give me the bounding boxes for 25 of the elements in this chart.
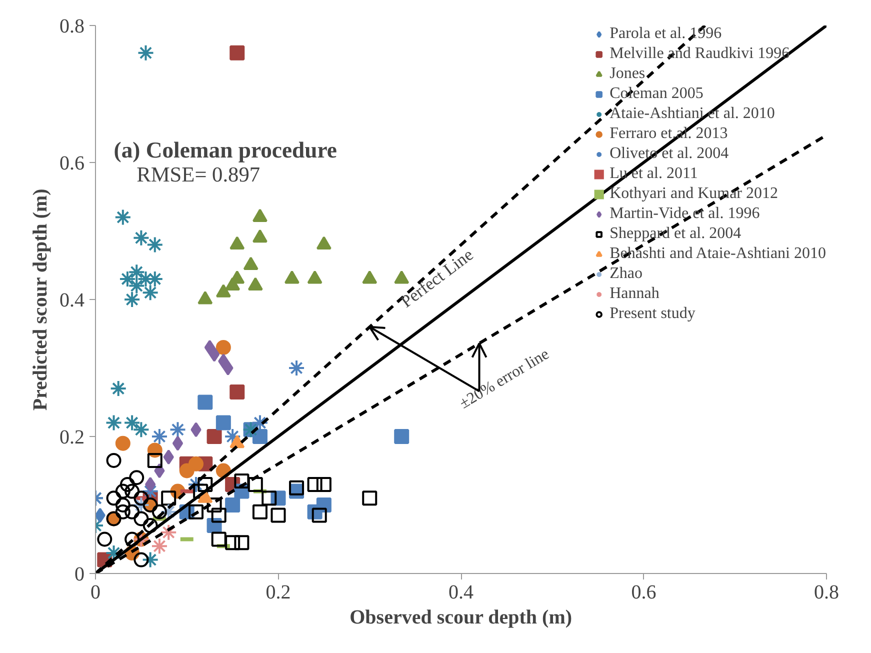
legend-label: Hannah (610, 285, 660, 303)
legend-label: Jones (610, 65, 646, 83)
annotation: RMSE= 0.897 (136, 162, 260, 186)
x-tick-label: 0.8 (814, 582, 839, 604)
legend-label: Coleman 2005 (610, 85, 704, 103)
legend-label: Melville and Raudkivi 1996 (610, 45, 790, 63)
legend-label: Parola et al. 1996 (610, 25, 722, 43)
legend-label: Lu et al. 2011 (610, 165, 698, 183)
x-tick-label: 0.2 (266, 582, 291, 604)
legend-label: Present study (610, 305, 696, 323)
x-tick-label: 0 (90, 582, 100, 604)
legend-label: Oliveto et al. 2004 (610, 145, 729, 163)
legend-label: Behashti and Ataie-Ashtiani 2010 (610, 245, 826, 263)
x-tick-label: 0.4 (448, 582, 474, 604)
y-tick-label: 0.2 (60, 426, 84, 448)
y-tick-label: 0.6 (60, 152, 84, 174)
x-axis-title: Observed scour depth (m) (350, 606, 572, 628)
y-axis-title: Predicted scour depth (m) (30, 188, 52, 411)
y-tick-label: 0.4 (60, 290, 84, 312)
text: (a) Coleman procedure (114, 138, 337, 162)
y-tick-label: 0.8 (60, 16, 84, 38)
annotation: ±20% error line (456, 346, 552, 412)
y-tick-label: 0 (74, 564, 84, 586)
legend-label: Zhao (610, 265, 642, 283)
x-tick-label: 0.6 (631, 582, 656, 604)
